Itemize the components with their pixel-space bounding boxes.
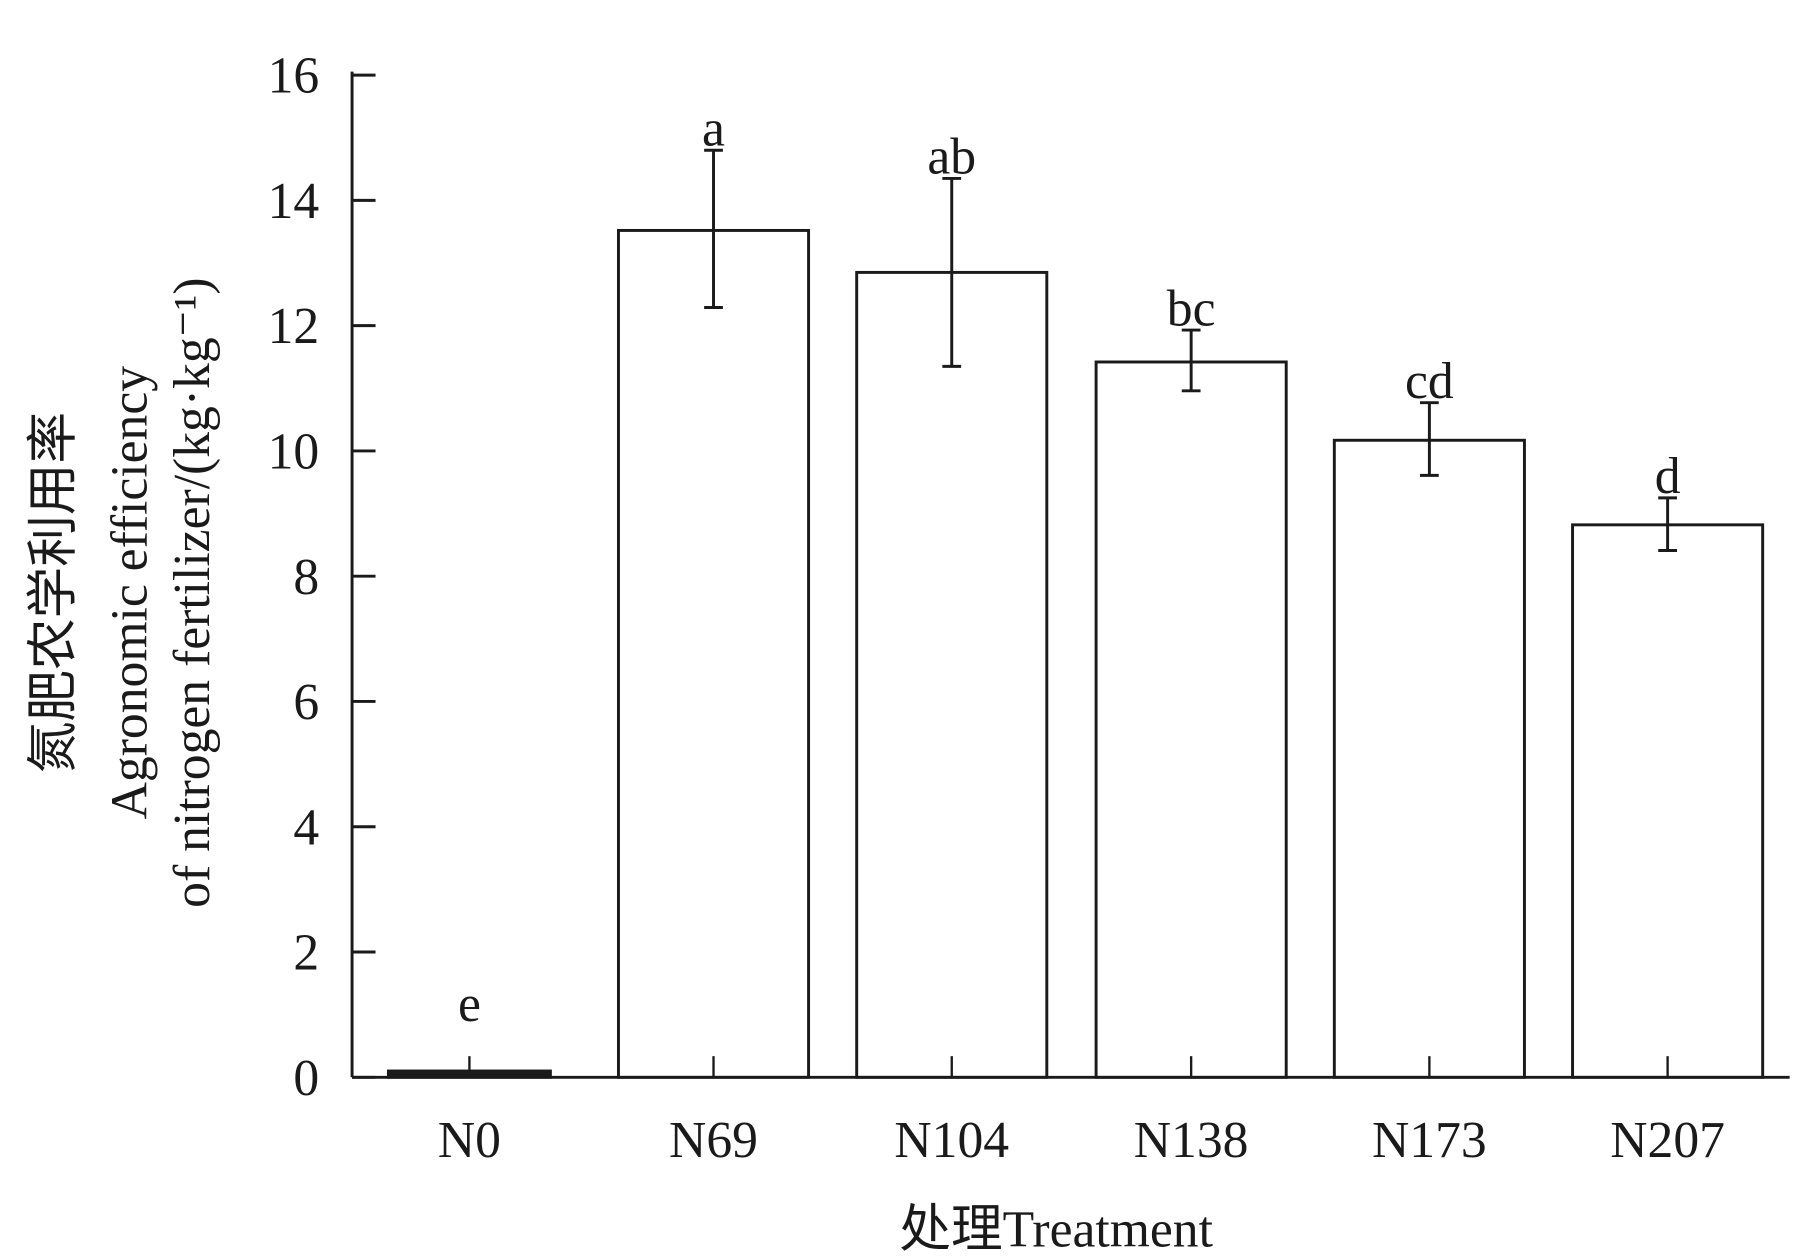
y-tick-label: 16 xyxy=(268,48,320,105)
x-axis-label: 处理Treatment xyxy=(899,1201,1213,1258)
y-axis-label-line-2: Agronomic efficiency xyxy=(102,366,159,820)
y-tick-label: 12 xyxy=(268,298,320,355)
y-tick-label: 10 xyxy=(268,424,320,481)
y-tick-label: 4 xyxy=(293,799,319,856)
x-tick-label: N173 xyxy=(1372,1112,1487,1169)
significance-letter: bc xyxy=(1167,280,1216,337)
bar-N104 xyxy=(855,270,1049,1079)
y-axis-label-line-3: of nitrogen fertilizer/(kg·kg⁻¹) xyxy=(164,277,221,907)
y-tick-label: 8 xyxy=(293,549,319,606)
significance-letter: d xyxy=(1655,448,1681,505)
x-tick-label: N138 xyxy=(1134,1112,1249,1169)
y-tick-label: 14 xyxy=(268,173,320,230)
significance-letter: a xyxy=(702,101,725,158)
significance-letter: cd xyxy=(1405,353,1454,410)
bar-N207 xyxy=(1571,523,1765,1079)
y-tick-label: 0 xyxy=(293,1050,319,1107)
y-axis-label-line-1: 氮肥农学利用率 xyxy=(25,412,82,773)
x-tick-label: N104 xyxy=(894,1112,1009,1169)
bar-N138 xyxy=(1094,360,1288,1079)
significance-letter: ab xyxy=(927,129,976,186)
bar-N69 xyxy=(616,228,811,1079)
significance-letter: e xyxy=(458,976,481,1033)
y-tick-label: 6 xyxy=(293,674,319,731)
y-axis-label: 氮肥农学利用率 Agronomic efficiency of nitrogen… xyxy=(25,277,220,907)
bar-N173 xyxy=(1332,438,1526,1079)
x-tick-label: N69 xyxy=(669,1112,758,1169)
x-tick-label: N0 xyxy=(438,1112,501,1169)
y-tick-label: 2 xyxy=(293,925,319,982)
x-tick-label: N207 xyxy=(1610,1112,1725,1169)
